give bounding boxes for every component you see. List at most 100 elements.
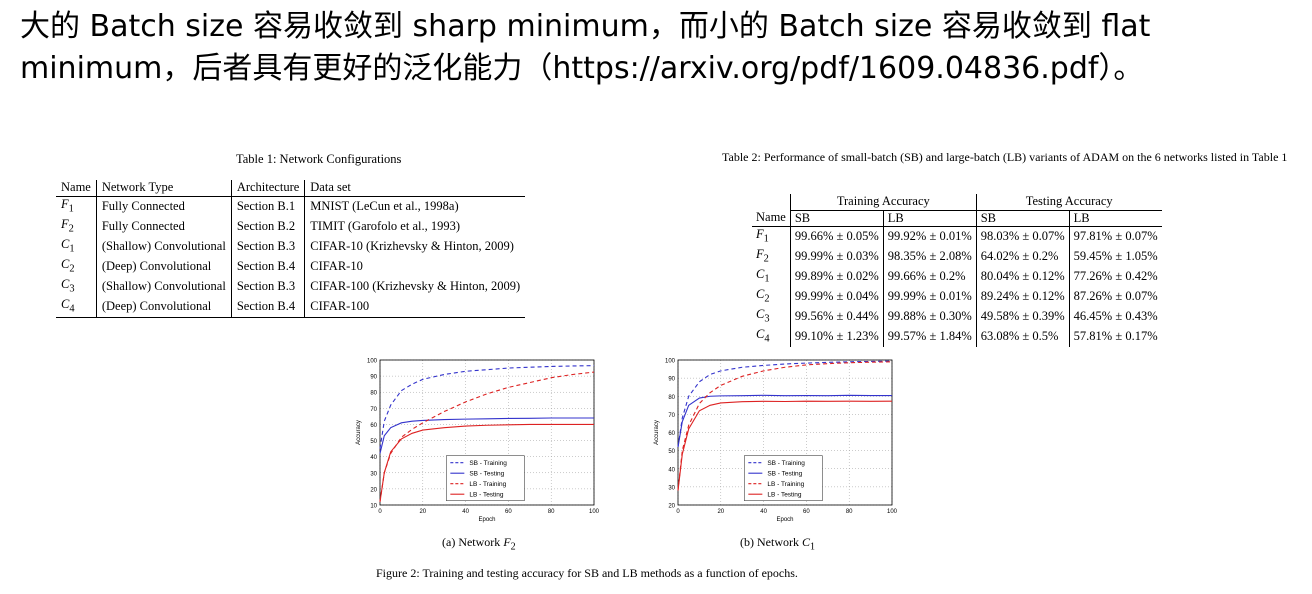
- y-tick-label: 80: [668, 395, 675, 401]
- x-tick-label: 100: [589, 509, 600, 515]
- y-tick-label: 80: [370, 391, 377, 397]
- series-line: [677, 360, 893, 448]
- table-row: C2 (Deep) Convolutional Section B.4 CIFAR-1…: [56, 256, 525, 277]
- chart-network-f2: 10 20 30 40 50 60 70 80 90 100 0 20 40 60 80 100 Epoch Ac…: [356, 359, 600, 524]
- table-cell-name: C1: [56, 236, 97, 257]
- y-tick-label: 10: [370, 504, 377, 510]
- table2-header-row: Name SB LB SB LB: [752, 209, 1162, 227]
- table-cell: 99.88% ± 0.30%: [883, 307, 977, 327]
- table-cell: Section B.4: [231, 256, 306, 277]
- y-tick-label: 60: [370, 423, 377, 429]
- table-cell: CIFAR-10: [310, 258, 363, 273]
- table-cell: 59.45% ± 1.05%: [1073, 249, 1158, 264]
- series-line: [379, 417, 594, 454]
- table-cell: 99.66% ± 0.2%: [883, 267, 977, 287]
- table-cell: Section B.2: [231, 216, 306, 237]
- x-tick-label: 60: [505, 509, 512, 515]
- y-tick-label: 60: [668, 431, 675, 437]
- table1: Name Network Type Architecture Data set …: [56, 180, 526, 318]
- table-cell: (Shallow) Convolutional: [96, 236, 232, 257]
- table-row: C3 (Shallow) Convolutional Section B.3 CIFA…: [56, 276, 525, 297]
- plot-frame: [379, 359, 595, 506]
- subcaption-a: (a) Network F2: [442, 535, 516, 553]
- series-line: [677, 361, 893, 491]
- x-axis-label: Epoch: [776, 517, 793, 523]
- y-tick-label: 50: [668, 449, 675, 455]
- legend-box: [446, 455, 525, 501]
- table-cell: 99.99% ± 0.04%: [790, 287, 884, 307]
- table-cell: 99.66% ± 0.05%: [790, 226, 884, 247]
- table-cell: CIFAR-10 (Krizhevsky & Hinton, 2009): [310, 238, 514, 253]
- table-cell-name: F2: [56, 216, 97, 237]
- x-axis-label: Epoch: [478, 517, 495, 523]
- table-cell: 57.81% ± 0.17%: [1073, 329, 1158, 344]
- table2-caption: Table 2: Performance of small-batch (SB)…: [722, 150, 1288, 164]
- table2-group-training: Training Accuracy: [790, 194, 977, 210]
- table-cell: 99.10% ± 1.23%: [790, 327, 884, 347]
- y-tick-label: 70: [370, 407, 377, 413]
- y-tick-label: 90: [668, 377, 675, 383]
- table-cell: (Shallow) Convolutional: [96, 276, 232, 297]
- y-tick-label: 20: [370, 487, 377, 493]
- table-cell: CIFAR-100: [304, 296, 526, 318]
- table-cell: 97.81% ± 0.07%: [1073, 229, 1158, 244]
- table-row: C1 99.89% ± 0.02% 99.66% ± 0.2% 80.04% ± 0.…: [752, 267, 1162, 287]
- y-tick-label: 100: [665, 359, 676, 365]
- table1-header: Architecture: [231, 180, 306, 197]
- legend-entry: SB - Training: [767, 460, 805, 467]
- series-line: [379, 365, 595, 449]
- legend-entry: LB - Training: [469, 481, 506, 488]
- table-cell-name: C3: [56, 276, 97, 297]
- table-cell-name: C3: [752, 307, 791, 327]
- table1-caption: Table 1: Network Configurations: [236, 152, 402, 166]
- table1-header: Network Type: [96, 180, 232, 197]
- y-tick-label: 30: [370, 471, 377, 477]
- table-cell: 46.45% ± 0.43%: [1073, 309, 1158, 324]
- table1-header: Name: [56, 180, 97, 197]
- table-row: F1 Fully Connected Section B.1 MNIST (LeCun…: [56, 196, 525, 217]
- x-tick-label: 80: [846, 509, 853, 515]
- table-cell: 98.35% ± 2.08%: [883, 247, 977, 267]
- table2-group-testing: Testing Accuracy: [1025, 194, 1113, 208]
- table-row: C4 99.10% ± 1.23% 99.57% ± 1.84% 63.08% ± 0…: [752, 327, 1162, 347]
- x-tick-label: 20: [419, 509, 426, 515]
- legend-entry: SB - Training: [469, 460, 507, 467]
- plot-frame: [677, 359, 893, 506]
- figure-caption: Figure 2: Training and testing accuracy …: [376, 566, 798, 580]
- y-tick-label: 90: [370, 375, 377, 381]
- series-line: [379, 423, 594, 502]
- y-tick-label: 30: [668, 485, 675, 491]
- table-cell: 98.03% ± 0.07%: [976, 226, 1070, 247]
- table2: Training Accuracy Testing Accuracy Name …: [752, 194, 1162, 347]
- y-tick-label: 40: [668, 467, 675, 473]
- series-line: [379, 371, 595, 502]
- table-cell-name: C2: [56, 256, 97, 277]
- table2-header-sb: SB: [976, 209, 1070, 227]
- x-tick-label: 0: [378, 509, 382, 515]
- table-row: C2 99.99% ± 0.04% 99.99% ± 0.01% 89.24% ± 0…: [752, 287, 1162, 307]
- y-axis-label: Accuracy: [654, 420, 660, 445]
- legend-entry: LB - Testing: [469, 491, 504, 498]
- table-cell: Section B.4: [231, 296, 306, 318]
- table-cell: 99.56% ± 0.44%: [790, 307, 884, 327]
- table2-group-row: Training Accuracy Testing Accuracy: [752, 194, 1162, 210]
- table-cell: 99.99% ± 0.03%: [790, 247, 884, 267]
- table-row: F1 99.66% ± 0.05% 99.92% ± 0.01% 98.03% ± 0…: [752, 226, 1162, 247]
- table2-header-lb: LB: [1069, 209, 1162, 227]
- headline-line-2: minimum，后者具有更好的泛化能力（https://arxiv.org/pd…: [20, 51, 1144, 86]
- headline-line-1: 大的 Batch size 容易收敛到 sharp minimum，而小的 Ba…: [20, 9, 1151, 44]
- table2-header-name: Name: [752, 210, 791, 227]
- table-cell: 80.04% ± 0.12%: [976, 267, 1070, 287]
- table-cell: Section B.3: [231, 236, 306, 257]
- table-cell: 87.26% ± 0.07%: [1073, 289, 1158, 304]
- table-row: C1 (Shallow) Convolutional Section B.3 CIFA…: [56, 236, 525, 257]
- table-cell: 49.58% ± 0.39%: [976, 307, 1070, 327]
- x-tick-label: 20: [717, 509, 724, 515]
- y-tick-label: 40: [370, 455, 377, 461]
- series-line: [677, 400, 893, 491]
- legend-entry: LB - Training: [767, 481, 804, 488]
- table-cell: 77.26% ± 0.42%: [1073, 269, 1158, 284]
- table-cell-name: F2: [752, 247, 791, 267]
- table-row: C4 (Deep) Convolutional Section B.4 CIFAR-1…: [56, 296, 526, 318]
